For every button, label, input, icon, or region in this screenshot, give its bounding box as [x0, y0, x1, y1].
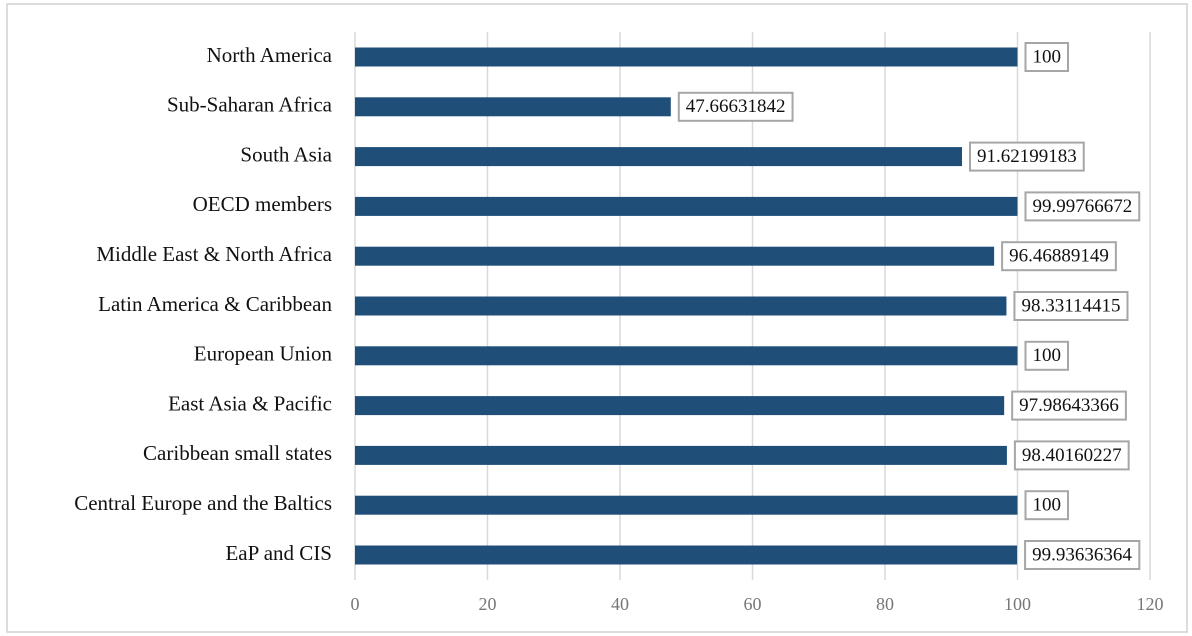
value-label: 98.33114415 [1021, 295, 1120, 316]
value-label: 100 [1033, 345, 1062, 366]
bar [355, 97, 671, 117]
value-label: 47.66631842 [686, 96, 786, 117]
bar [355, 495, 1018, 515]
bar [355, 296, 1007, 316]
value-label: 100 [1033, 46, 1062, 67]
value-label-box [1024, 490, 1069, 521]
value-label: 99.99766672 [1032, 196, 1132, 217]
value-label-box [1001, 241, 1117, 272]
value-label-box [1024, 42, 1069, 72]
value-label-box [1024, 340, 1069, 371]
value-label-box [1024, 191, 1141, 222]
y-tick-label: Central Europe and the Baltics [74, 491, 332, 515]
bar [355, 196, 1018, 216]
value-label-box [677, 91, 794, 122]
value-label-box [968, 141, 1085, 172]
y-tick-label: Sub-Saharan Africa [167, 93, 333, 117]
value-label: 98.40160227 [1022, 445, 1122, 466]
value-label: 99.93636364 [1032, 544, 1132, 565]
x-tick-label: 120 [1137, 594, 1164, 614]
value-label: 96.46889149 [1009, 246, 1109, 267]
y-tick-label: Latin America & Caribbean [98, 292, 332, 316]
bar [355, 346, 1018, 366]
x-tick-label: 20 [479, 594, 497, 614]
y-tick-label: OECD members [193, 192, 332, 216]
bar [355, 246, 995, 266]
x-tick-label: 0 [351, 594, 360, 614]
value-label-box [1013, 440, 1130, 471]
bar [355, 545, 1018, 565]
value-label: 100 [1033, 495, 1062, 516]
x-tick-label: 80 [876, 594, 894, 614]
value-label: 91.62199183 [977, 146, 1077, 167]
y-tick-label: Caribbean small states [143, 441, 332, 465]
value-label-box [1013, 291, 1129, 321]
y-tick-label: European Union [194, 342, 333, 366]
y-tick-label: South Asia [240, 142, 332, 166]
bar [355, 396, 1005, 416]
y-tick-label: East Asia & Pacific [168, 391, 332, 415]
y-tick-label: EaP and CIS [225, 541, 332, 565]
x-tick-label: 40 [611, 594, 629, 614]
bar [355, 147, 962, 167]
bar [355, 445, 1007, 465]
value-label: 97.98643366 [1019, 395, 1119, 416]
value-label-box [1011, 390, 1127, 421]
y-tick-label: North America [207, 43, 333, 67]
x-tick-label: 100 [1004, 594, 1031, 614]
value-label-box [1024, 540, 1141, 570]
y-tick-label: Middle East & North Africa [96, 242, 332, 266]
x-tick-label: 60 [744, 594, 762, 614]
bar [355, 47, 1018, 67]
